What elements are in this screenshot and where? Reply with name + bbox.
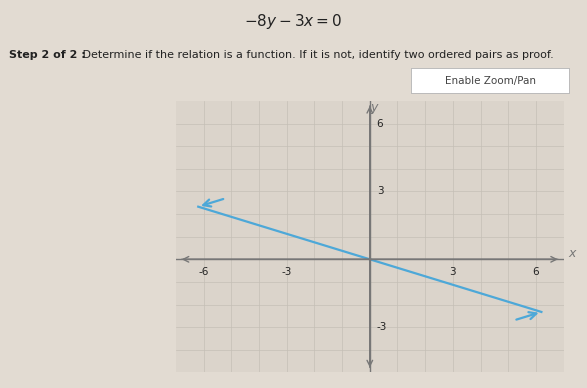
Text: -3: -3 (377, 322, 387, 332)
Text: Enable Zoom/Pan: Enable Zoom/Pan (444, 76, 536, 85)
Text: 3: 3 (377, 186, 383, 196)
Text: Step 2 of 2 :: Step 2 of 2 : (9, 50, 89, 61)
Text: 6: 6 (377, 118, 383, 128)
Text: $x$: $x$ (568, 247, 578, 260)
Text: 6: 6 (532, 267, 539, 277)
Text: $-8y - 3x = 0$: $-8y - 3x = 0$ (244, 12, 343, 31)
Text: $y$: $y$ (370, 102, 380, 116)
Text: -6: -6 (198, 267, 209, 277)
Text: Determine if the relation is a function. If it is not, identify two ordered pair: Determine if the relation is a function.… (79, 50, 554, 61)
Text: 3: 3 (450, 267, 456, 277)
Text: -3: -3 (282, 267, 292, 277)
